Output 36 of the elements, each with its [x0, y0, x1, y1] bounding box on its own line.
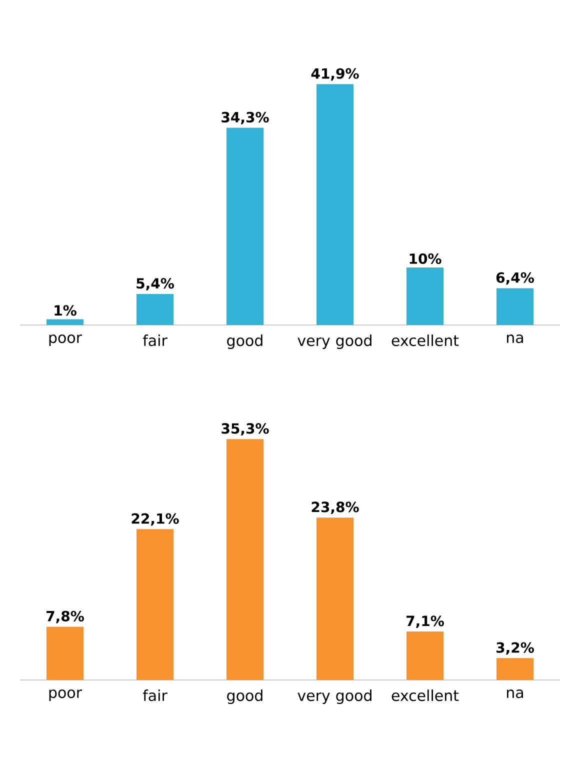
data-label: 7,8%: [46, 610, 84, 624]
bar: [496, 288, 534, 325]
bar: [496, 658, 534, 680]
x-tick-label: good: [227, 690, 262, 704]
data-label: 10%: [410, 253, 442, 264]
bar: [136, 294, 174, 325]
data-label: 22,1%: [132, 513, 179, 526]
x-tick-label: na: [507, 690, 523, 698]
x-tick-label: good: [227, 334, 262, 350]
data-label: 35,3%: [222, 423, 269, 436]
x-tick-label: na: [507, 334, 523, 344]
data-label: 7,1%: [406, 616, 444, 628]
data-label: 41,9%: [311, 68, 359, 81]
bar: [316, 84, 354, 325]
bar: [406, 268, 444, 325]
data-label: 3,2%: [496, 642, 534, 655]
bar: [226, 439, 264, 680]
x-tick-label: very good: [298, 334, 372, 350]
bar: [46, 319, 84, 325]
x-tick-label: excellent: [392, 334, 459, 346]
bar: [46, 626, 84, 680]
x-tick-label: poor: [49, 334, 82, 346]
data-label: 23,8%: [312, 502, 359, 514]
bar: [406, 632, 444, 680]
x-tick-label: excellent: [392, 690, 459, 702]
data-label: 1%: [54, 305, 76, 316]
x-tick-label: fair: [142, 690, 168, 702]
bar: [226, 128, 264, 325]
data-label: 5,4%: [136, 278, 174, 290]
data-label: 6,4%: [496, 272, 534, 285]
x-tick-label: very good: [298, 690, 372, 704]
bar: [136, 529, 174, 680]
data-label: 34,3%: [222, 112, 269, 124]
x-tick-label: fair: [142, 334, 168, 346]
bar: [316, 518, 354, 680]
x-tick-label: poor: [49, 690, 82, 702]
